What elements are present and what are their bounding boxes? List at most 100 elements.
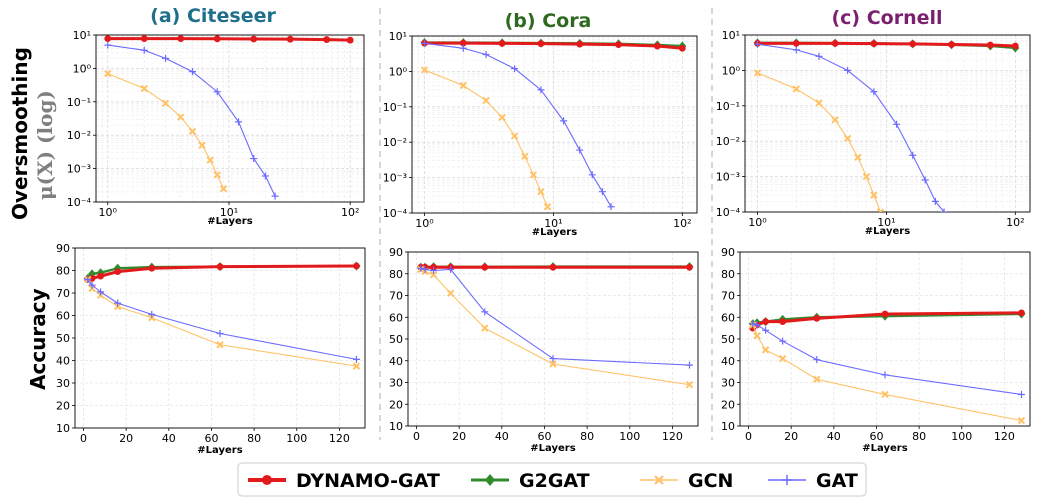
data-point — [831, 39, 839, 47]
data-point — [219, 185, 228, 193]
x-tick-label: 10¹ — [220, 206, 238, 219]
series-line-gat — [424, 42, 612, 208]
data-point — [909, 40, 917, 48]
data-point — [346, 36, 354, 44]
chart-panel-4: 10 20 30 40 50 60 70 80 90 0 20 40 60 80 100 120 #Layers — [56, 242, 366, 456]
data-point — [447, 265, 455, 273]
y-tick-label: 10¹ — [73, 29, 91, 42]
grid — [95, 34, 364, 203]
data-point — [323, 36, 331, 43]
data-point — [140, 35, 148, 43]
data-point — [831, 116, 839, 124]
y-tick-label: 60 — [721, 311, 735, 324]
data-point — [685, 361, 693, 369]
plot-frame — [411, 35, 698, 214]
data-point — [779, 318, 787, 325]
data-point — [250, 155, 258, 163]
y-tick-label: 30 — [389, 377, 403, 390]
data-point — [84, 276, 92, 283]
y-tick-label: 80 — [56, 265, 70, 278]
y-tick-label: 10⁻³ — [67, 163, 91, 176]
grid — [740, 251, 1030, 427]
x-tick-label: 10² — [673, 217, 691, 230]
data-point — [537, 86, 545, 94]
chart-panel-5: 10 20 30 40 50 60 70 80 90 0 20 40 60 80 100 120 #Layers — [389, 246, 699, 454]
legend-marker — [654, 475, 664, 485]
data-point — [1011, 42, 1019, 50]
data-point — [876, 208, 885, 212]
data-point — [481, 263, 489, 271]
data-point — [1018, 309, 1025, 317]
data-point — [576, 40, 584, 48]
grid — [408, 251, 698, 427]
data-point — [216, 263, 224, 271]
series-line-gat — [752, 323, 1022, 396]
grid — [744, 34, 1030, 213]
data-point — [537, 187, 545, 196]
grid — [75, 247, 365, 429]
data-point — [420, 39, 428, 47]
data-point — [1017, 390, 1025, 398]
data-point — [753, 321, 761, 329]
x-tick-label: 60 — [204, 432, 218, 445]
data-point — [549, 360, 557, 368]
data-point — [213, 171, 221, 179]
data-point — [653, 42, 661, 50]
x-axis-label: #Layers — [865, 226, 910, 237]
data-point — [216, 341, 224, 349]
data-point — [761, 346, 770, 354]
oversmoothing-label: Oversmoothing — [8, 47, 32, 220]
x-tick-label: 80 — [247, 432, 261, 445]
legend: DYNAMO-GAT G2GAT GCN GAT — [237, 462, 867, 497]
series-line-dynamo-gat — [424, 41, 683, 50]
y-tick-label: 10⁻¹ — [383, 101, 407, 114]
data-point — [762, 326, 770, 334]
data-point — [198, 141, 206, 149]
y-tick-label: 90 — [721, 246, 735, 259]
x-tick-label: 10² — [1006, 216, 1024, 229]
data-point — [459, 81, 468, 90]
data-point — [213, 35, 221, 43]
data-point — [140, 84, 148, 93]
x-tick-label: 100 — [286, 432, 307, 445]
data-point — [529, 171, 538, 179]
y-tick-label: 10⁻² — [383, 136, 407, 149]
data-point — [421, 265, 429, 273]
data-point — [352, 362, 361, 370]
x-tick-label: 120 — [329, 432, 350, 445]
y-tick-label: 10 — [721, 420, 735, 433]
data-point — [188, 127, 197, 136]
x-tick-label: 0 — [745, 430, 752, 443]
data-point — [870, 40, 878, 48]
y-tick-label: 10⁻¹ — [716, 100, 740, 113]
data-point — [104, 69, 112, 78]
y-tick-label: 10⁻² — [67, 129, 91, 142]
data-point — [261, 172, 269, 180]
data-point — [271, 192, 279, 200]
data-point — [510, 132, 519, 140]
data-point — [940, 208, 948, 212]
chart-panel-2: 10⁻⁴ 10⁻³ 10⁻² 10⁻¹ 10⁰ 10¹ 10⁰ 10¹ 10² #Layers (b… — [383, 10, 698, 238]
data-point — [537, 40, 545, 47]
y-tick-label: 10⁻³ — [716, 171, 740, 184]
data-point — [114, 268, 122, 276]
y-tick-label: 80 — [721, 268, 735, 281]
y-tick-label: 30 — [56, 377, 70, 390]
y-tick-label: 60 — [389, 311, 403, 324]
data-point — [213, 88, 221, 96]
y-tick-label: 20 — [56, 400, 70, 413]
plot-frame — [95, 34, 365, 203]
plot-frame — [744, 34, 1031, 213]
x-tick-label: 20 — [452, 430, 466, 443]
x-tick-label: 0 — [80, 432, 87, 445]
series-line-dynamo-gat — [107, 37, 351, 42]
y-tick-label: 10 — [56, 422, 70, 435]
x-tick-label: 40 — [495, 430, 509, 443]
data-point — [762, 318, 769, 325]
series-line-gat — [757, 43, 945, 212]
data-point — [148, 310, 156, 318]
data-point — [177, 113, 185, 121]
y-tick-label: 50 — [56, 332, 70, 345]
x-axis-label: #Layers — [207, 216, 252, 227]
x-tick-label: 10¹ — [544, 217, 562, 230]
